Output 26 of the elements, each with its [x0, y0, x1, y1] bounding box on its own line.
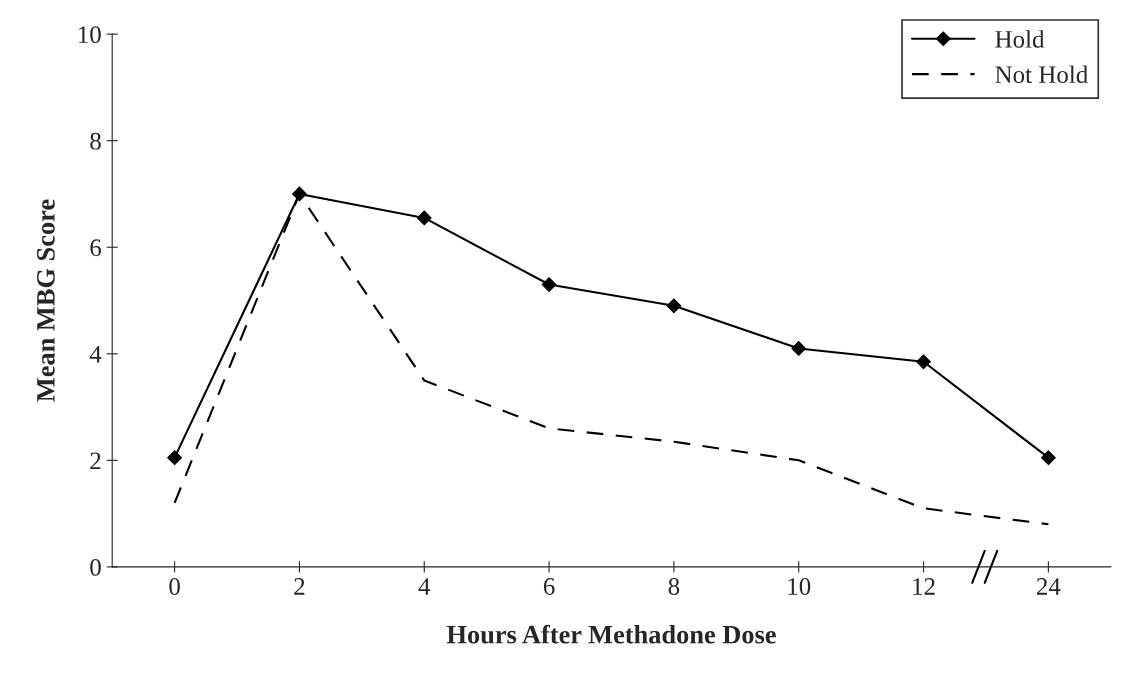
point: [416, 210, 432, 226]
x-tick-label: 12: [913, 578, 935, 595]
point: [666, 298, 682, 314]
y-tick-label: 0: [90, 558, 101, 576]
y-tick-label: 8: [90, 132, 101, 150]
x-tick-label: 2: [294, 578, 305, 595]
y-tick-label: 4: [89, 346, 102, 363]
x-tick-label: 4: [418, 578, 431, 595]
x-axis-title: Hours After Methadone Dose: [446, 624, 776, 644]
x-tick-label: 8: [668, 578, 680, 595]
x-tick-label: 24: [1036, 578, 1061, 595]
y-axis-title: Mean MBG Score: [37, 199, 55, 402]
x-tick-label: 10: [788, 578, 811, 595]
point: [916, 354, 931, 370]
point: [541, 277, 557, 292]
y-tick-label: 10: [78, 26, 101, 44]
x-tick-label: 0: [169, 578, 180, 595]
point: [1040, 450, 1056, 466]
x-tick-label: 6: [543, 578, 555, 595]
legend-label: Not Hold: [995, 65, 1088, 84]
point: [292, 186, 307, 202]
y-tick-label: 6: [90, 239, 102, 257]
legend-label: Hold: [995, 30, 1045, 48]
point: [167, 450, 183, 466]
point: [791, 341, 807, 356]
y-tick-label: 2: [90, 452, 101, 470]
